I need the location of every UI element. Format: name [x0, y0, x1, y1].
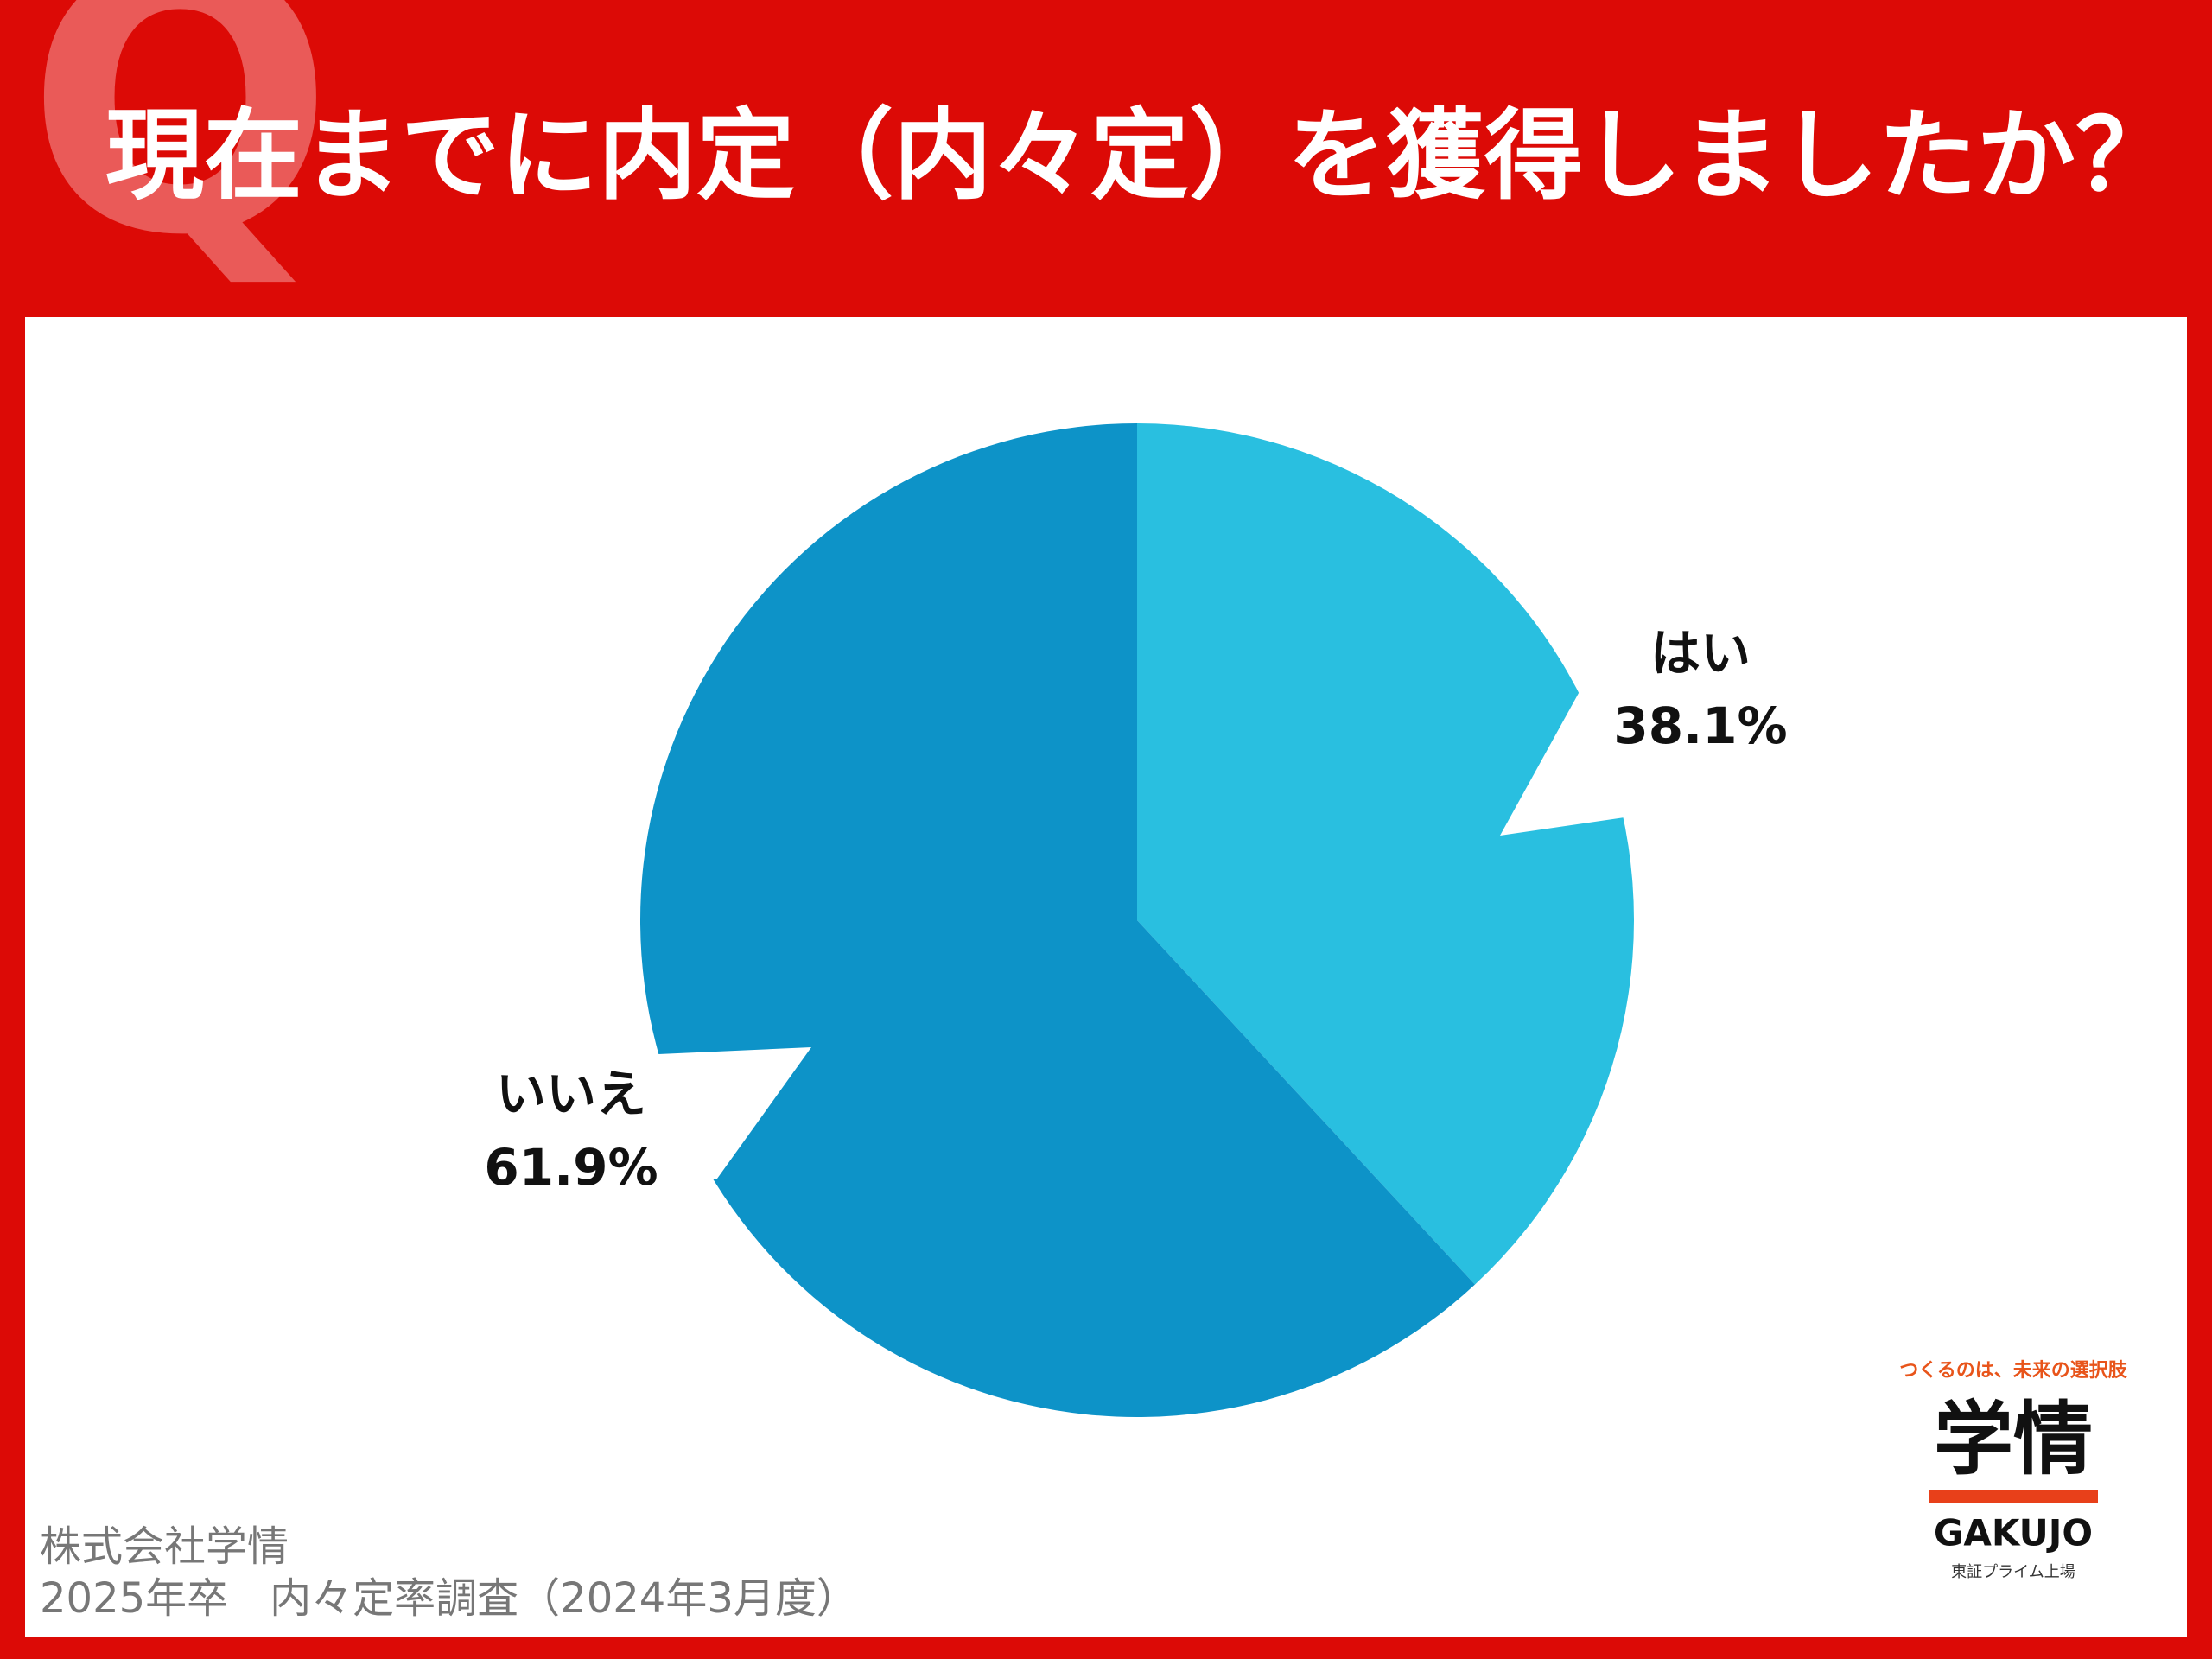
slice-label: いいえ	[496, 1065, 646, 1123]
logo-note: 東証プライム上場	[1951, 1563, 2075, 1581]
logo-box	[1911, 1339, 2119, 1599]
source: 2025年卒 内々定率調査（2024年3月度）	[40, 1574, 858, 1623]
slice-label: はい	[1650, 624, 1751, 683]
pie-slice	[1137, 423, 1635, 1285]
value-label: 38.1%	[1613, 696, 1787, 755]
q-mark: Q	[26, 0, 334, 315]
logo-roman: GAKUJO	[1934, 1512, 2093, 1554]
logo-name: 学情	[1934, 1393, 2093, 1485]
pie-slice	[640, 423, 1475, 1417]
source: 株式会社学情	[40, 1522, 289, 1571]
logo-tagline: つくるのは、未来の選択肢	[1899, 1360, 2128, 1382]
value-label: 61.9%	[484, 1138, 658, 1197]
callout	[639, 1047, 811, 1179]
logo-bar	[1929, 1490, 2098, 1503]
callout	[1500, 677, 1637, 836]
chart-title: 現在までに内定（内々定）を獲得しましたか？	[105, 98, 2174, 213]
pie	[640, 423, 1635, 1417]
